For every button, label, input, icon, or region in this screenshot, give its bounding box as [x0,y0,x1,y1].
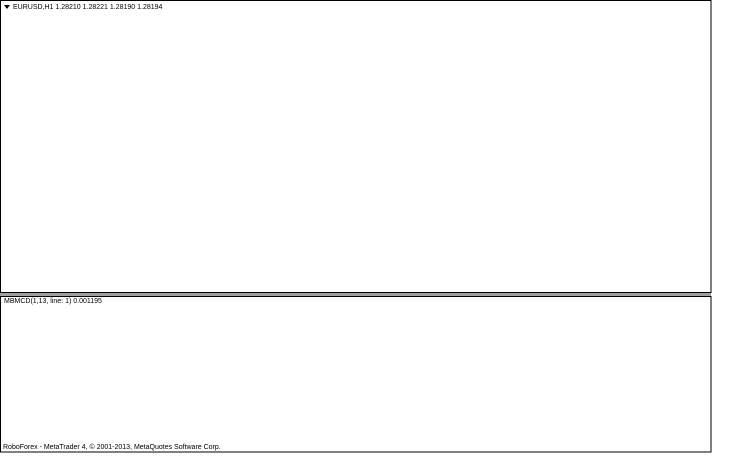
copyright-footer: RoboForex - MetaTrader 4, © 2001-2013, M… [3,443,221,451]
symbol-menu-icon[interactable] [4,5,10,9]
price-pane-frame [0,0,712,293]
indicator-pane-frame [0,296,712,453]
indicator-title: MBMCD(1,13, line: 1) 0.001195 [4,298,102,305]
pane-splitter [0,293,711,296]
symbol-header: EURUSD,H1 1.28210 1.28221 1.28190 1.2819… [13,4,163,11]
